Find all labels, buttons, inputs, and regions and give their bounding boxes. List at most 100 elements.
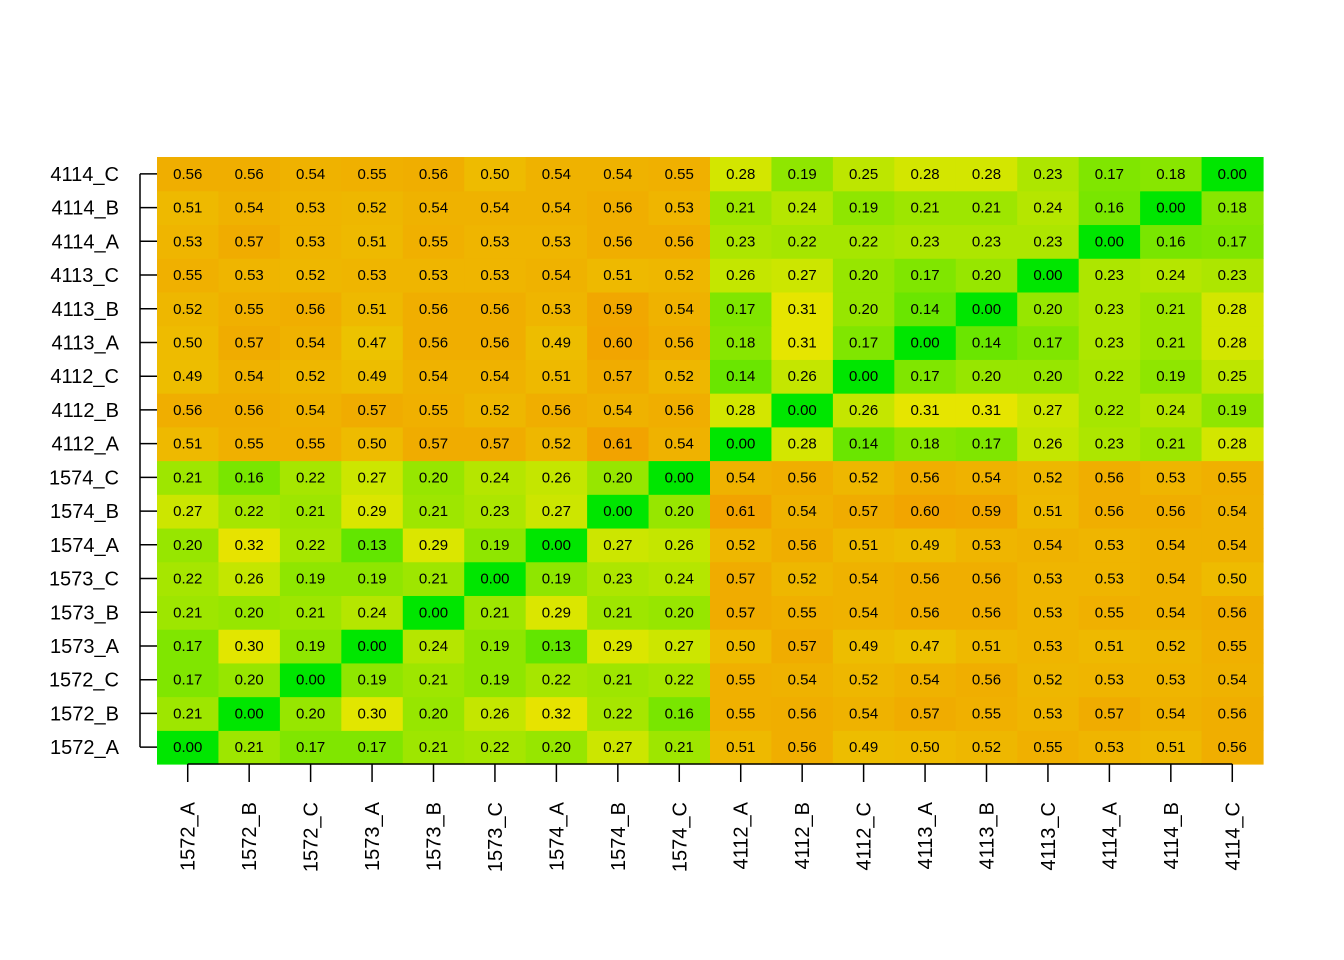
cell-value-label: 0.49 [357, 368, 386, 385]
heatmap-cell [955, 595, 1018, 630]
heatmap-cell [1201, 291, 1264, 327]
heatmap-cell [832, 494, 895, 529]
cell-value-label: 0.51 [726, 739, 755, 756]
y-tick-label: 1574_A [50, 535, 120, 557]
heatmap-cell [771, 224, 834, 259]
cell-value-label: 0.56 [603, 200, 632, 217]
heatmap-cell [648, 595, 711, 630]
cell-value-label: 0.27 [603, 739, 632, 756]
cell-value-label: 0.19 [357, 672, 386, 689]
cell-value-label: 0.17 [1218, 233, 1247, 250]
heatmap-cell [1140, 730, 1203, 765]
heatmap-cell [771, 359, 834, 394]
heatmap-cell [157, 426, 220, 462]
cell-value-label: 0.00 [603, 503, 632, 520]
heatmap-cell [464, 325, 527, 360]
heatmap-cell [710, 460, 773, 495]
cell-value-label: 0.21 [972, 200, 1001, 217]
heatmap-cell [710, 629, 773, 664]
heatmap-cell [525, 662, 588, 698]
heatmap-cell [1201, 190, 1264, 226]
heatmap-cell [710, 157, 773, 192]
cell-value-label: 0.22 [296, 537, 325, 554]
cell-value-label: 0.22 [480, 739, 509, 756]
cell-value-label: 0.20 [603, 469, 632, 486]
heatmap-cell [1140, 696, 1203, 731]
heatmap-cell [218, 291, 281, 327]
heatmap-cell [464, 426, 527, 462]
heatmap-cell [894, 157, 957, 192]
heatmap-cell [832, 561, 895, 596]
cell-value-label: 0.53 [1033, 705, 1062, 722]
heatmap-cell [1017, 662, 1080, 698]
y-tick-label: 4114_B [52, 198, 119, 220]
cell-value-label: 0.21 [910, 200, 939, 217]
heatmap-cell [341, 460, 404, 495]
heatmap-cell [402, 561, 465, 596]
cell-value-label: 0.55 [419, 402, 448, 419]
cell-value-label: 0.29 [419, 537, 448, 554]
heatmap-cell [648, 494, 711, 529]
heatmap-cell [1201, 561, 1264, 596]
cell-value-label: 0.21 [173, 604, 202, 621]
cell-value-label: 0.53 [173, 233, 202, 250]
heatmap-cell [464, 662, 527, 698]
y-axis: 1572_A 1572_B 1572_C 1573_A 1573_B 1573_C 1574… [49, 164, 157, 759]
cell-value-label: 0.54 [603, 402, 632, 419]
cell-value-label: 0.00 [788, 402, 817, 419]
cell-value-label: 0.61 [603, 436, 632, 453]
heatmap-cell [341, 696, 404, 731]
cell-value-label: 0.17 [726, 301, 755, 318]
cell-value-label: 0.55 [1218, 638, 1247, 655]
heatmap-cell [955, 291, 1018, 327]
cell-value-label: 0.53 [1033, 604, 1062, 621]
y-tick-label: 1574_C [49, 467, 119, 489]
heatmap-cell [1078, 662, 1141, 698]
heatmap-cell [279, 730, 342, 765]
cell-value-label: 0.50 [726, 638, 755, 655]
heatmap-cell [1017, 696, 1080, 731]
cell-value-label: 0.21 [1156, 436, 1185, 453]
cell-value-label: 0.53 [665, 200, 694, 217]
cell-value-label: 0.23 [603, 571, 632, 588]
heatmap-cell [525, 561, 588, 596]
heatmap-cell [832, 190, 895, 226]
heatmap-cell [587, 393, 650, 428]
heatmap-cell [279, 359, 342, 394]
cell-value-label: 0.17 [910, 368, 939, 385]
cell-value-label: 0.23 [1095, 301, 1124, 318]
cell-value-label: 0.55 [726, 672, 755, 689]
cell-value-label: 0.54 [849, 705, 878, 722]
cell-value-label: 0.52 [1156, 638, 1185, 655]
y-tick-label: 1572_C [49, 670, 119, 692]
cell-value-label: 0.17 [910, 267, 939, 284]
cell-value-label: 0.56 [910, 571, 939, 588]
cell-value-label: 0.52 [480, 402, 509, 419]
heatmap-cell [1140, 359, 1203, 394]
cell-value-label: 0.49 [849, 739, 878, 756]
heatmap-cell [1201, 325, 1264, 360]
cell-value-label: 0.28 [1218, 301, 1247, 318]
cell-value-label: 0.52 [972, 739, 1001, 756]
heatmap-cell [402, 629, 465, 664]
heatmap-cell [218, 157, 281, 192]
heatmap-cell [587, 426, 650, 462]
heatmap-cell [710, 291, 773, 327]
cell-value-label: 0.57 [480, 436, 509, 453]
heatmap-cell [1201, 696, 1264, 731]
cell-value-label: 0.52 [1033, 469, 1062, 486]
heatmap-cell [771, 258, 834, 293]
heatmap-cell [955, 190, 1018, 226]
heatmap-cell [464, 258, 527, 293]
heatmap-cell [710, 190, 773, 226]
heatmap-cell [587, 561, 650, 596]
cell-value-label: 0.00 [1033, 267, 1062, 284]
heatmap-cell [832, 325, 895, 360]
cell-value-label: 0.00 [480, 571, 509, 588]
heatmap-cell [157, 629, 220, 664]
cell-value-label: 0.26 [665, 537, 694, 554]
heatmap-cell [832, 595, 895, 630]
cell-value-label: 0.21 [1156, 301, 1185, 318]
cell-value-label: 0.16 [235, 469, 264, 486]
heatmap-cell [894, 258, 957, 293]
